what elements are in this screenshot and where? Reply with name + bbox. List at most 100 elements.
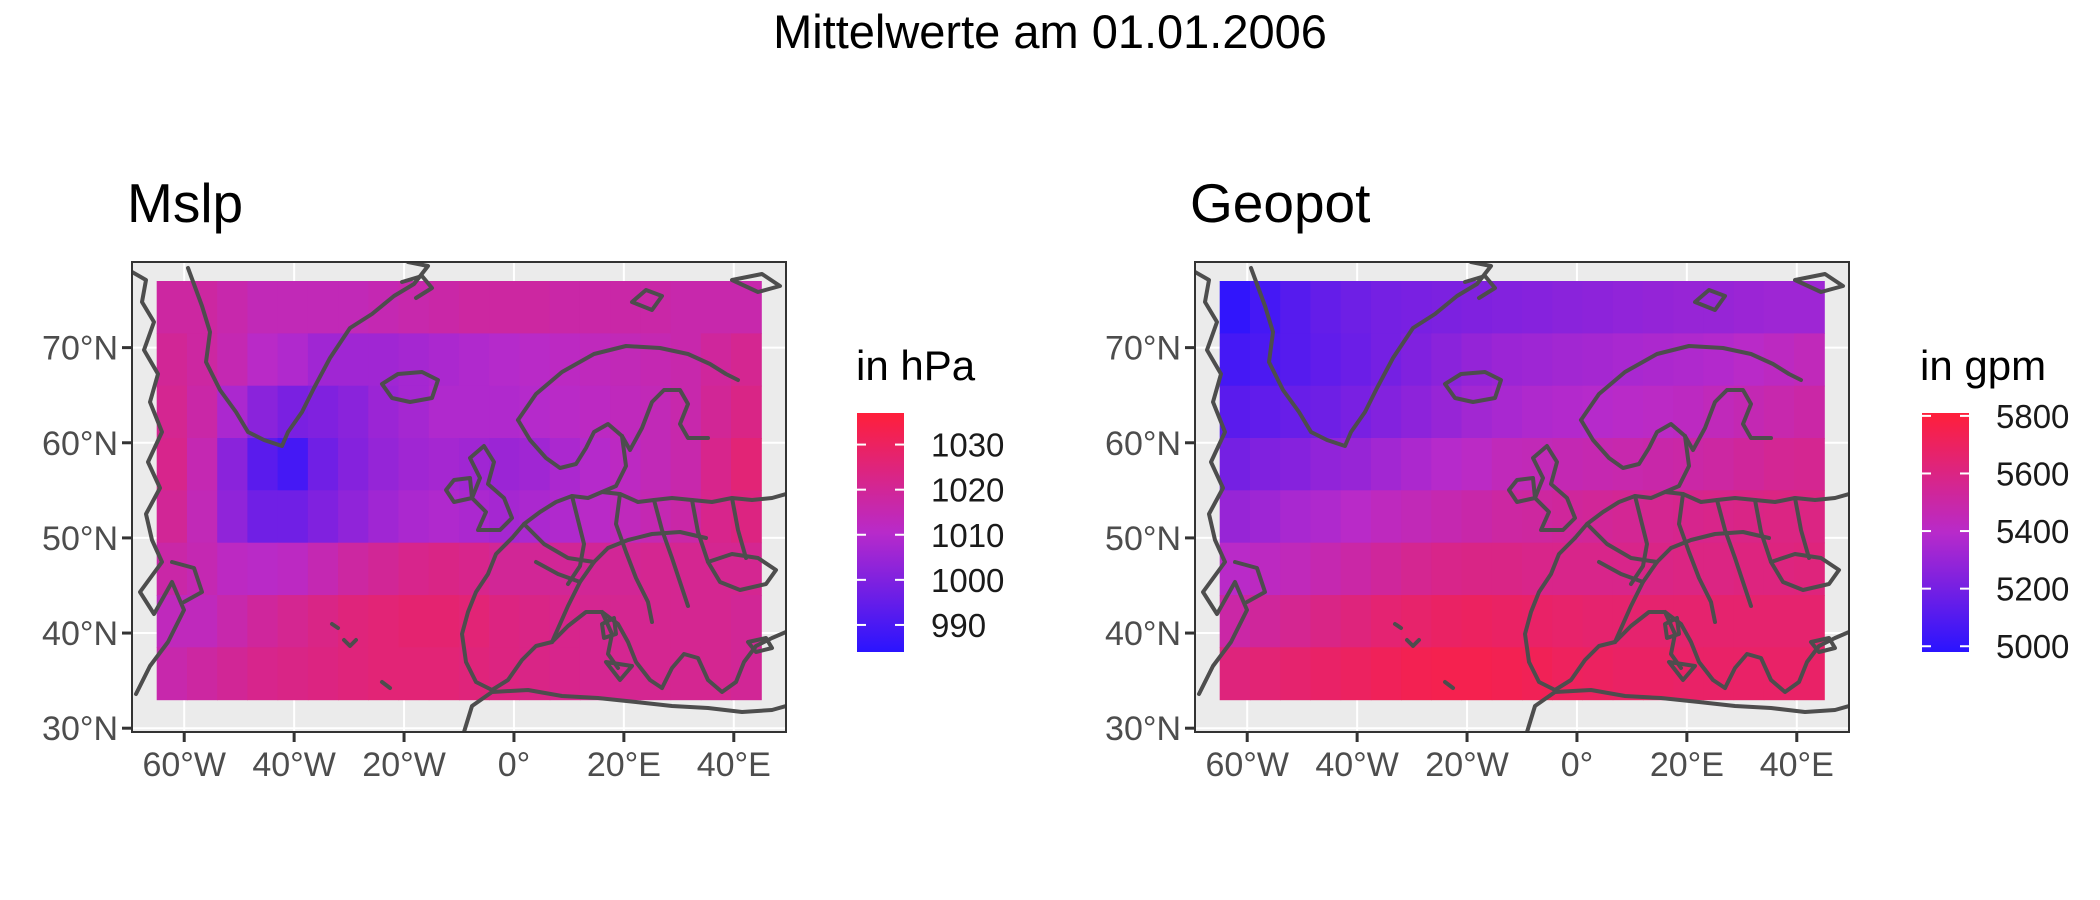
heatmap-cell: [1491, 438, 1523, 491]
heatmap-cell: [187, 490, 218, 544]
heatmap-cell: [338, 542, 369, 596]
heatmap-cell: [307, 595, 339, 648]
heatmap-cell: [1340, 490, 1372, 544]
legend-tick-label: 5800: [1996, 398, 2069, 435]
heatmap-cell: [428, 647, 460, 701]
heatmap-cell: [277, 281, 309, 334]
x-tick-label: 20°E: [587, 746, 661, 784]
y-tick-label: 30°N: [1105, 710, 1181, 748]
heatmap-cell: [1763, 595, 1795, 648]
x-tick-label: 40°E: [1760, 746, 1834, 784]
heatmap-cell: [1370, 385, 1402, 439]
heatmap-cell: [1612, 647, 1644, 701]
heatmap-cell: [277, 490, 309, 544]
x-tick-label: 60°W: [1205, 746, 1289, 784]
heatmap-cell: [1491, 542, 1523, 596]
heatmap-cell: [217, 542, 248, 596]
heatmap-cell: [156, 281, 188, 334]
x-tick-label: 40°E: [697, 746, 771, 784]
heatmap-cell: [398, 542, 430, 596]
heatmap-cell: [156, 333, 188, 387]
heatmap-cell: [247, 542, 279, 596]
heatmap-cell: [1491, 281, 1523, 334]
heatmap-cell: [368, 490, 400, 544]
heatmap-cell: [277, 333, 309, 387]
heatmap-cell: [519, 333, 551, 387]
x-tick-label: 20°W: [362, 746, 446, 784]
heatmap-cell: [398, 438, 430, 491]
heatmap-cell: [368, 542, 400, 596]
heatmap-cell: [1794, 438, 1825, 491]
legend-tick-label: 1000: [931, 562, 1004, 599]
heatmap-cell: [640, 333, 672, 387]
heatmap-cell: [307, 490, 339, 544]
heatmap-cell: [1491, 490, 1523, 544]
axis-ticks: [122, 346, 736, 742]
heatmap-cell: [1280, 595, 1311, 648]
heatmap-cell: [156, 438, 188, 491]
legend-tick-label: 5200: [1996, 571, 2069, 608]
heatmap-cell: [187, 438, 218, 491]
y-tick-label: 50°N: [1105, 520, 1181, 558]
heatmap-cell: [338, 490, 369, 544]
heatmap-cell: [1582, 281, 1614, 334]
heatmap-cell: [1491, 595, 1523, 648]
heatmap-cell: [1763, 333, 1795, 387]
heatmap-cell: [640, 542, 672, 596]
heatmap-cell: [428, 490, 460, 544]
heatmap-cell: [1250, 647, 1281, 701]
heatmap-cell: [1401, 542, 1432, 596]
heatmap-cell: [1310, 438, 1342, 491]
heatmap-cell: [549, 281, 581, 334]
y-axis-labels: 70°N 60°N 50°N 40°N 30°N: [1105, 330, 1181, 749]
heatmap-cell: [640, 385, 672, 439]
heatmap-cell: [156, 542, 188, 596]
legend-tick-label: 5400: [1996, 513, 2069, 550]
heatmap-cell: [700, 438, 732, 491]
x-tick-label: 20°W: [1425, 746, 1509, 784]
legend-tick-label: 5600: [1996, 455, 2069, 492]
heatmap-cell: [1552, 281, 1583, 334]
heatmap-cell: [1431, 647, 1463, 701]
heatmap-cell: [1431, 281, 1463, 334]
heatmap-cell: [670, 281, 702, 334]
heatmap-cell: [1401, 438, 1432, 491]
heatmap-cell: [398, 490, 430, 544]
heatmap-cell: [1370, 333, 1402, 387]
heatmap-cell: [1733, 281, 1765, 334]
y-axis-labels: 70°N 60°N 50°N 40°N 30°N: [42, 330, 118, 749]
heatmap-cell: [1431, 595, 1463, 648]
heatmap-cell: [459, 385, 490, 439]
heatmap-cell: [459, 281, 490, 334]
heatmap-cell: [1310, 281, 1342, 334]
heatmap-cell: [1763, 438, 1795, 491]
legend-tick-label: 1010: [931, 517, 1004, 554]
colorbar-legend: in gpm 5800 5600 5400 5200 5000: [1920, 342, 2069, 665]
heatmap-cell: [307, 281, 339, 334]
panel-geopot: Geopot 60°W 40°W 20°W 0° 20°E 40°E 70°N …: [1105, 172, 2069, 784]
heatmap-cell: [1552, 385, 1583, 439]
heatmap-cell: [1250, 385, 1281, 439]
heatmap-cell: [610, 333, 641, 387]
heatmap-cell: [1794, 647, 1825, 701]
heatmap-cell: [1673, 333, 1704, 387]
heatmap-cells: [1219, 281, 1825, 701]
heatmap-cell: [1370, 595, 1402, 648]
heatmap-cell: [217, 647, 248, 701]
heatmap-cell: [217, 438, 248, 491]
heatmap-cell: [428, 281, 460, 334]
heatmap-cell: [1582, 595, 1614, 648]
heatmap-cell: [368, 281, 400, 334]
heatmap-cell: [1219, 647, 1251, 701]
heatmap-cell: [489, 281, 520, 334]
heatmap-cell: [1250, 490, 1281, 544]
heatmap-cell: [1461, 490, 1493, 544]
heatmap-cell: [1642, 281, 1674, 334]
heatmap-cell: [1461, 542, 1493, 596]
x-axis-labels: 60°W 40°W 20°W 0° 20°E 40°E: [142, 746, 770, 784]
x-tick-label: 60°W: [142, 746, 226, 784]
heatmap-cell: [1370, 281, 1402, 334]
heatmap-cell: [217, 490, 248, 544]
x-tick-label: 0°: [1561, 746, 1594, 784]
heatmap-cell: [1310, 595, 1342, 648]
